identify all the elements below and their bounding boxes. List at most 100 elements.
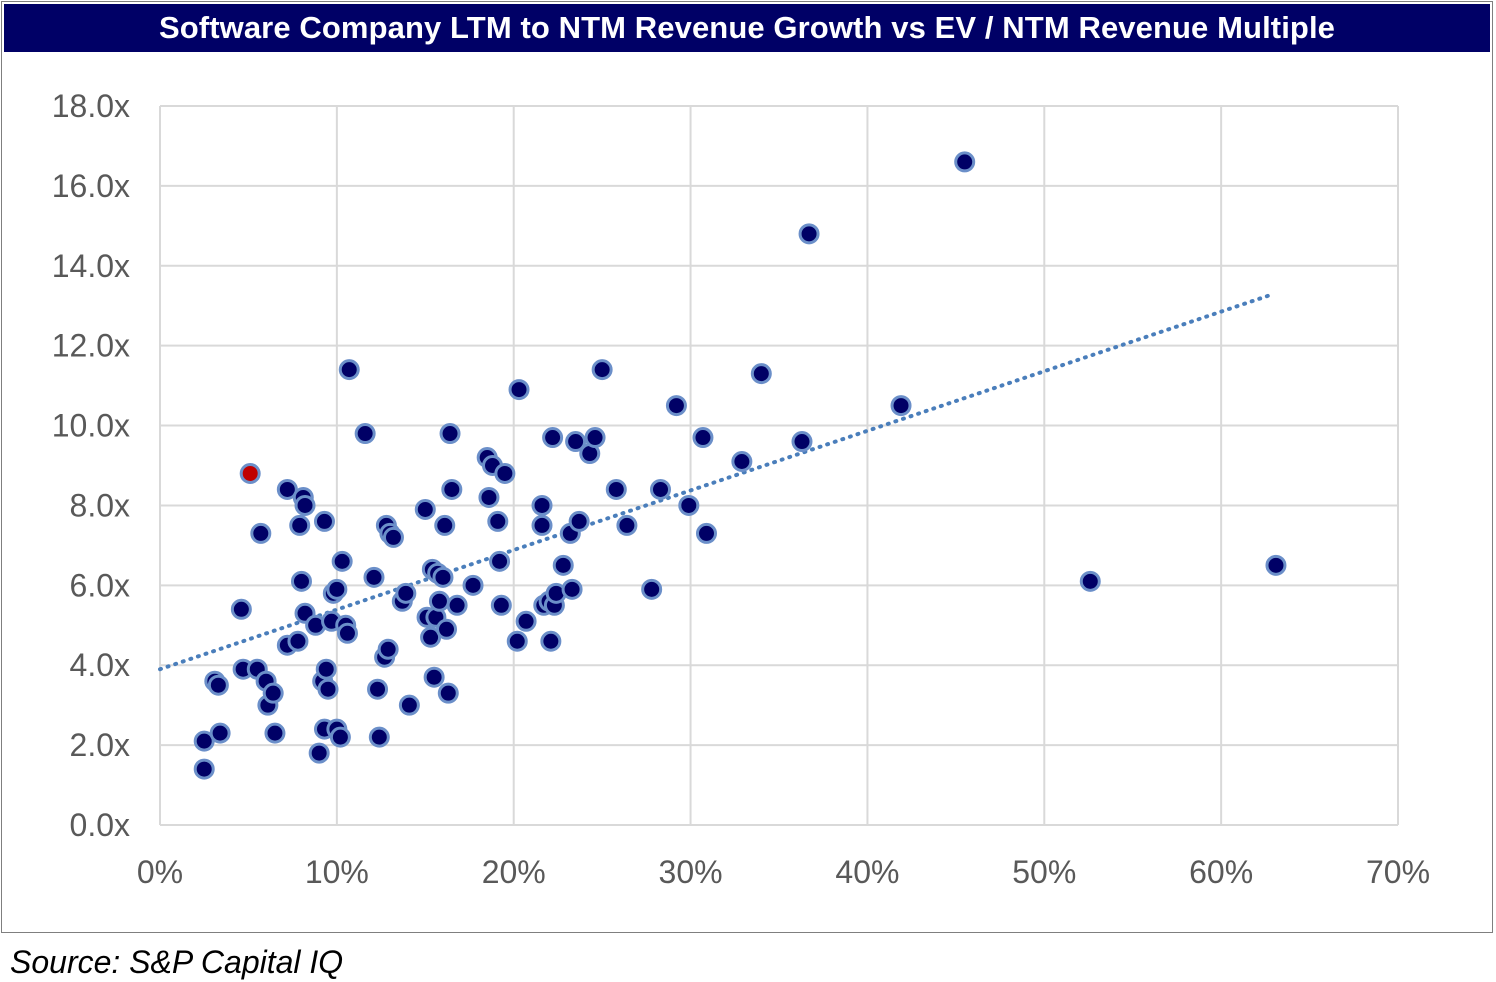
data-point [1265, 554, 1287, 576]
data-point [207, 674, 229, 696]
data-point [508, 379, 530, 401]
data-point [791, 431, 813, 453]
data-point [420, 626, 442, 648]
x-tick-label: 10% [305, 854, 369, 890]
axis-labels: 0.0x 2.0x 4.0x 6.0x 8.0x 10.0x 12.0x 14.0x 16.0x… [52, 88, 1430, 890]
data-point [568, 510, 590, 532]
data-point [317, 678, 339, 700]
data-point [731, 451, 753, 473]
data-point [363, 566, 385, 588]
y-tick-label: 18.0x [52, 88, 130, 124]
x-tick-label: 60% [1189, 854, 1253, 890]
data-point [494, 462, 516, 484]
x-tick-label: 50% [1012, 854, 1076, 890]
data-point [462, 574, 484, 596]
data-point [382, 526, 404, 548]
data-point [692, 427, 714, 449]
data-point [336, 622, 358, 644]
chart-title: Software Company LTM to NTM Revenue Grow… [4, 4, 1490, 52]
data-point [290, 570, 312, 592]
data-point [313, 510, 335, 532]
y-tick-label: 0.0x [70, 807, 130, 843]
data-point [446, 594, 468, 616]
x-tick-label: 70% [1366, 854, 1430, 890]
data-point [954, 151, 976, 173]
data-point [436, 618, 458, 640]
data-point [605, 478, 627, 500]
data-point [506, 630, 528, 652]
data-point [276, 478, 298, 500]
data-point [490, 594, 512, 616]
y-tick-label: 6.0x [70, 567, 130, 603]
y-tick-label: 16.0x [52, 168, 130, 204]
data-points [193, 151, 1287, 780]
data-point [678, 494, 700, 516]
data-point [441, 478, 463, 500]
data-point [326, 578, 348, 600]
data-point [308, 742, 330, 764]
y-tick-label: 14.0x [52, 248, 130, 284]
data-point [531, 494, 553, 516]
data-point [890, 395, 912, 417]
data-point [798, 223, 820, 245]
data-point [487, 510, 509, 532]
y-tick-label: 8.0x [70, 487, 130, 523]
data-point [331, 550, 353, 572]
data-point [414, 498, 436, 520]
highlighted-data-point [239, 462, 261, 484]
data-point [398, 694, 420, 716]
data-point [230, 598, 252, 620]
data-point [434, 514, 456, 536]
data-point [193, 730, 215, 752]
scatter-chart: 0.0x 2.0x 4.0x 6.0x 8.0x 10.0x 12.0x 14.0x 16.0x… [52, 88, 1430, 890]
y-tick-label: 2.0x [70, 727, 130, 763]
data-point [294, 494, 316, 516]
x-tick-label: 20% [482, 854, 546, 890]
data-point [489, 550, 511, 572]
data-point [542, 427, 564, 449]
data-point [650, 478, 672, 500]
data-point [367, 678, 389, 700]
data-point [338, 359, 360, 381]
data-point [262, 682, 284, 704]
y-tick-label: 12.0x [52, 328, 130, 364]
data-point [750, 363, 772, 385]
x-tick-label: 40% [835, 854, 899, 890]
x-tick-label: 0% [137, 854, 183, 890]
data-point [478, 486, 500, 508]
data-point [616, 514, 638, 536]
data-point [377, 638, 399, 660]
data-point [515, 610, 537, 632]
x-tick-label: 30% [659, 854, 723, 890]
source-note: Source: S&P Capital IQ [10, 944, 344, 980]
data-point [591, 359, 613, 381]
data-point [368, 726, 390, 748]
data-point [1079, 570, 1101, 592]
data-point [552, 554, 574, 576]
data-point [432, 566, 454, 588]
y-tick-label: 4.0x [70, 647, 130, 683]
data-point [423, 666, 445, 688]
data-point [531, 514, 553, 536]
y-tick-label: 10.0x [52, 408, 130, 444]
data-point [428, 590, 450, 612]
data-point [250, 522, 272, 544]
data-point [289, 514, 311, 536]
data-point [264, 722, 286, 744]
data-point [287, 630, 309, 652]
data-point [395, 582, 417, 604]
data-point [695, 522, 717, 544]
gridlines [159, 105, 1399, 826]
data-point [565, 431, 587, 453]
data-point [437, 682, 459, 704]
data-point [439, 423, 461, 445]
data-point [584, 427, 606, 449]
data-point [354, 423, 376, 445]
data-point [329, 726, 351, 748]
data-point [209, 722, 231, 744]
data-point [540, 630, 562, 652]
data-point [193, 758, 215, 780]
data-point [561, 578, 583, 600]
data-point [665, 395, 687, 417]
data-point [315, 658, 337, 680]
